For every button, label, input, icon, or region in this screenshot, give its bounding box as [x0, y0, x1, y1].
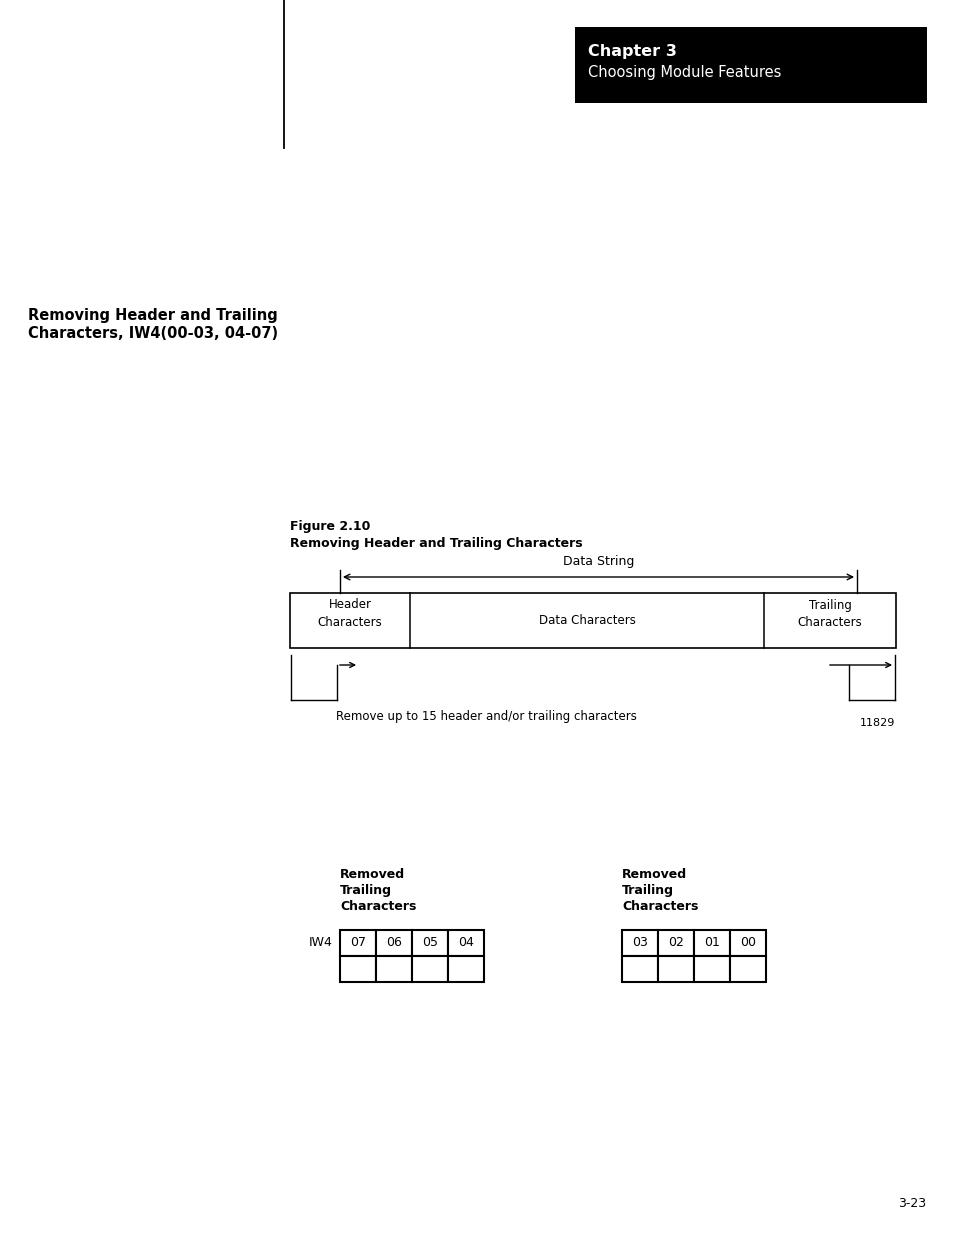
Bar — [658, 956, 693, 982]
Text: 04: 04 — [457, 936, 474, 950]
Bar — [729, 956, 765, 982]
Text: Removing Header and Trailing: Removing Header and Trailing — [28, 308, 277, 324]
Text: Removed
Trailing
Characters: Removed Trailing Characters — [339, 868, 416, 913]
Text: 01: 01 — [703, 936, 720, 950]
Text: Trailing
Characters: Trailing Characters — [797, 599, 862, 629]
Bar — [339, 930, 375, 956]
Bar — [693, 930, 729, 956]
Text: Header
Characters: Header Characters — [317, 599, 382, 629]
Text: Characters, IW4(00-03, 04-07): Characters, IW4(00-03, 04-07) — [28, 326, 278, 341]
Bar — [693, 956, 729, 982]
Text: Remove up to 15 header and/or trailing characters: Remove up to 15 header and/or trailing c… — [335, 710, 637, 722]
Text: Data Characters: Data Characters — [538, 614, 635, 627]
Text: 02: 02 — [667, 936, 683, 950]
Bar — [729, 930, 765, 956]
Text: IW4: IW4 — [309, 936, 333, 950]
Bar — [375, 930, 412, 956]
Text: Choosing Module Features: Choosing Module Features — [587, 65, 781, 80]
Text: Chapter 3: Chapter 3 — [587, 44, 677, 59]
Bar — [375, 956, 412, 982]
Bar — [339, 956, 375, 982]
Bar — [290, 593, 895, 648]
Bar — [448, 956, 483, 982]
Text: Data String: Data String — [562, 555, 634, 568]
Text: Removed
Trailing
Characters: Removed Trailing Characters — [621, 868, 698, 913]
Text: 00: 00 — [740, 936, 755, 950]
Text: 11829: 11829 — [859, 718, 894, 727]
Bar — [621, 956, 658, 982]
Text: 3-23: 3-23 — [897, 1197, 925, 1210]
Text: 06: 06 — [386, 936, 401, 950]
Bar — [575, 27, 926, 103]
Bar — [658, 930, 693, 956]
Bar — [412, 956, 448, 982]
Bar — [448, 930, 483, 956]
Bar — [621, 930, 658, 956]
Text: 05: 05 — [421, 936, 437, 950]
Bar — [412, 930, 448, 956]
Text: 07: 07 — [350, 936, 366, 950]
Text: Figure 2.10: Figure 2.10 — [290, 520, 370, 534]
Text: Removing Header and Trailing Characters: Removing Header and Trailing Characters — [290, 537, 582, 550]
Text: 03: 03 — [632, 936, 647, 950]
